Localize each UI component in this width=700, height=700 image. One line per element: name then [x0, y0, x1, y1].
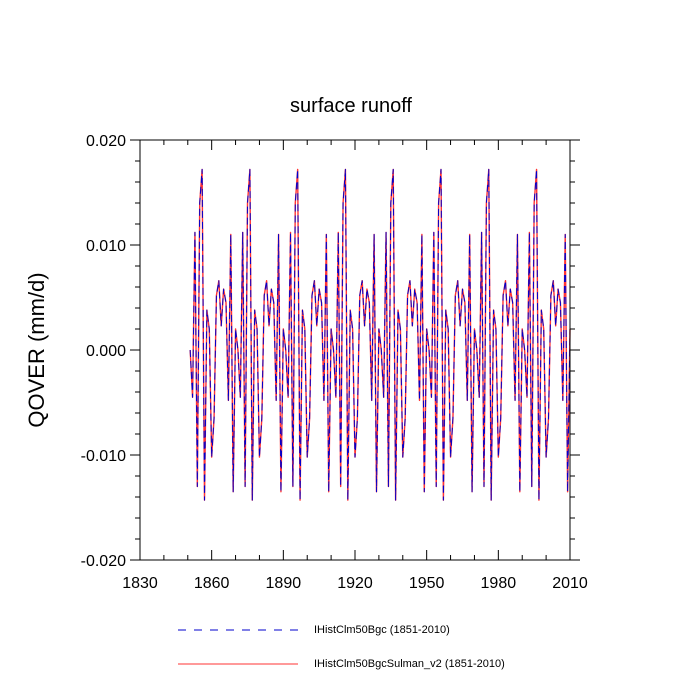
legend-label-1: IHistClm50BgcSulman_v2 (1851-2010): [314, 658, 505, 670]
series-line-0: [189, 168, 571, 501]
series-layer: [189, 168, 571, 501]
chart-title: surface runoff: [290, 95, 412, 117]
plot-frame: [139, 139, 571, 561]
x-tick-label: 1950: [409, 575, 445, 592]
x-tick-label: 1860: [194, 575, 230, 592]
y-axis-label: QOVER (mm/d): [24, 272, 49, 427]
ticks-layer: 1830 1860 1890 1920 1950 1980 2010 -0.020 -0.010…: [81, 133, 588, 592]
y-tick-label: 0.010: [86, 238, 126, 255]
legend: IHistClm50Bgc (1851-2010) IHistClm50BgcS…: [178, 624, 505, 670]
x-tick-label: 1890: [266, 575, 302, 592]
x-tick-label: 2010: [552, 575, 588, 592]
legend-label-0: IHistClm50Bgc (1851-2010): [314, 624, 450, 636]
x-tick-label: 1830: [122, 575, 158, 592]
x-tick-label: 1920: [337, 575, 373, 592]
y-tick-label: -0.010: [81, 448, 126, 465]
y-tick-label: 0.000: [86, 343, 126, 360]
y-tick-label: 0.020: [86, 133, 126, 150]
y-tick-label: -0.020: [81, 553, 126, 570]
x-tick-label: 1980: [481, 575, 517, 592]
